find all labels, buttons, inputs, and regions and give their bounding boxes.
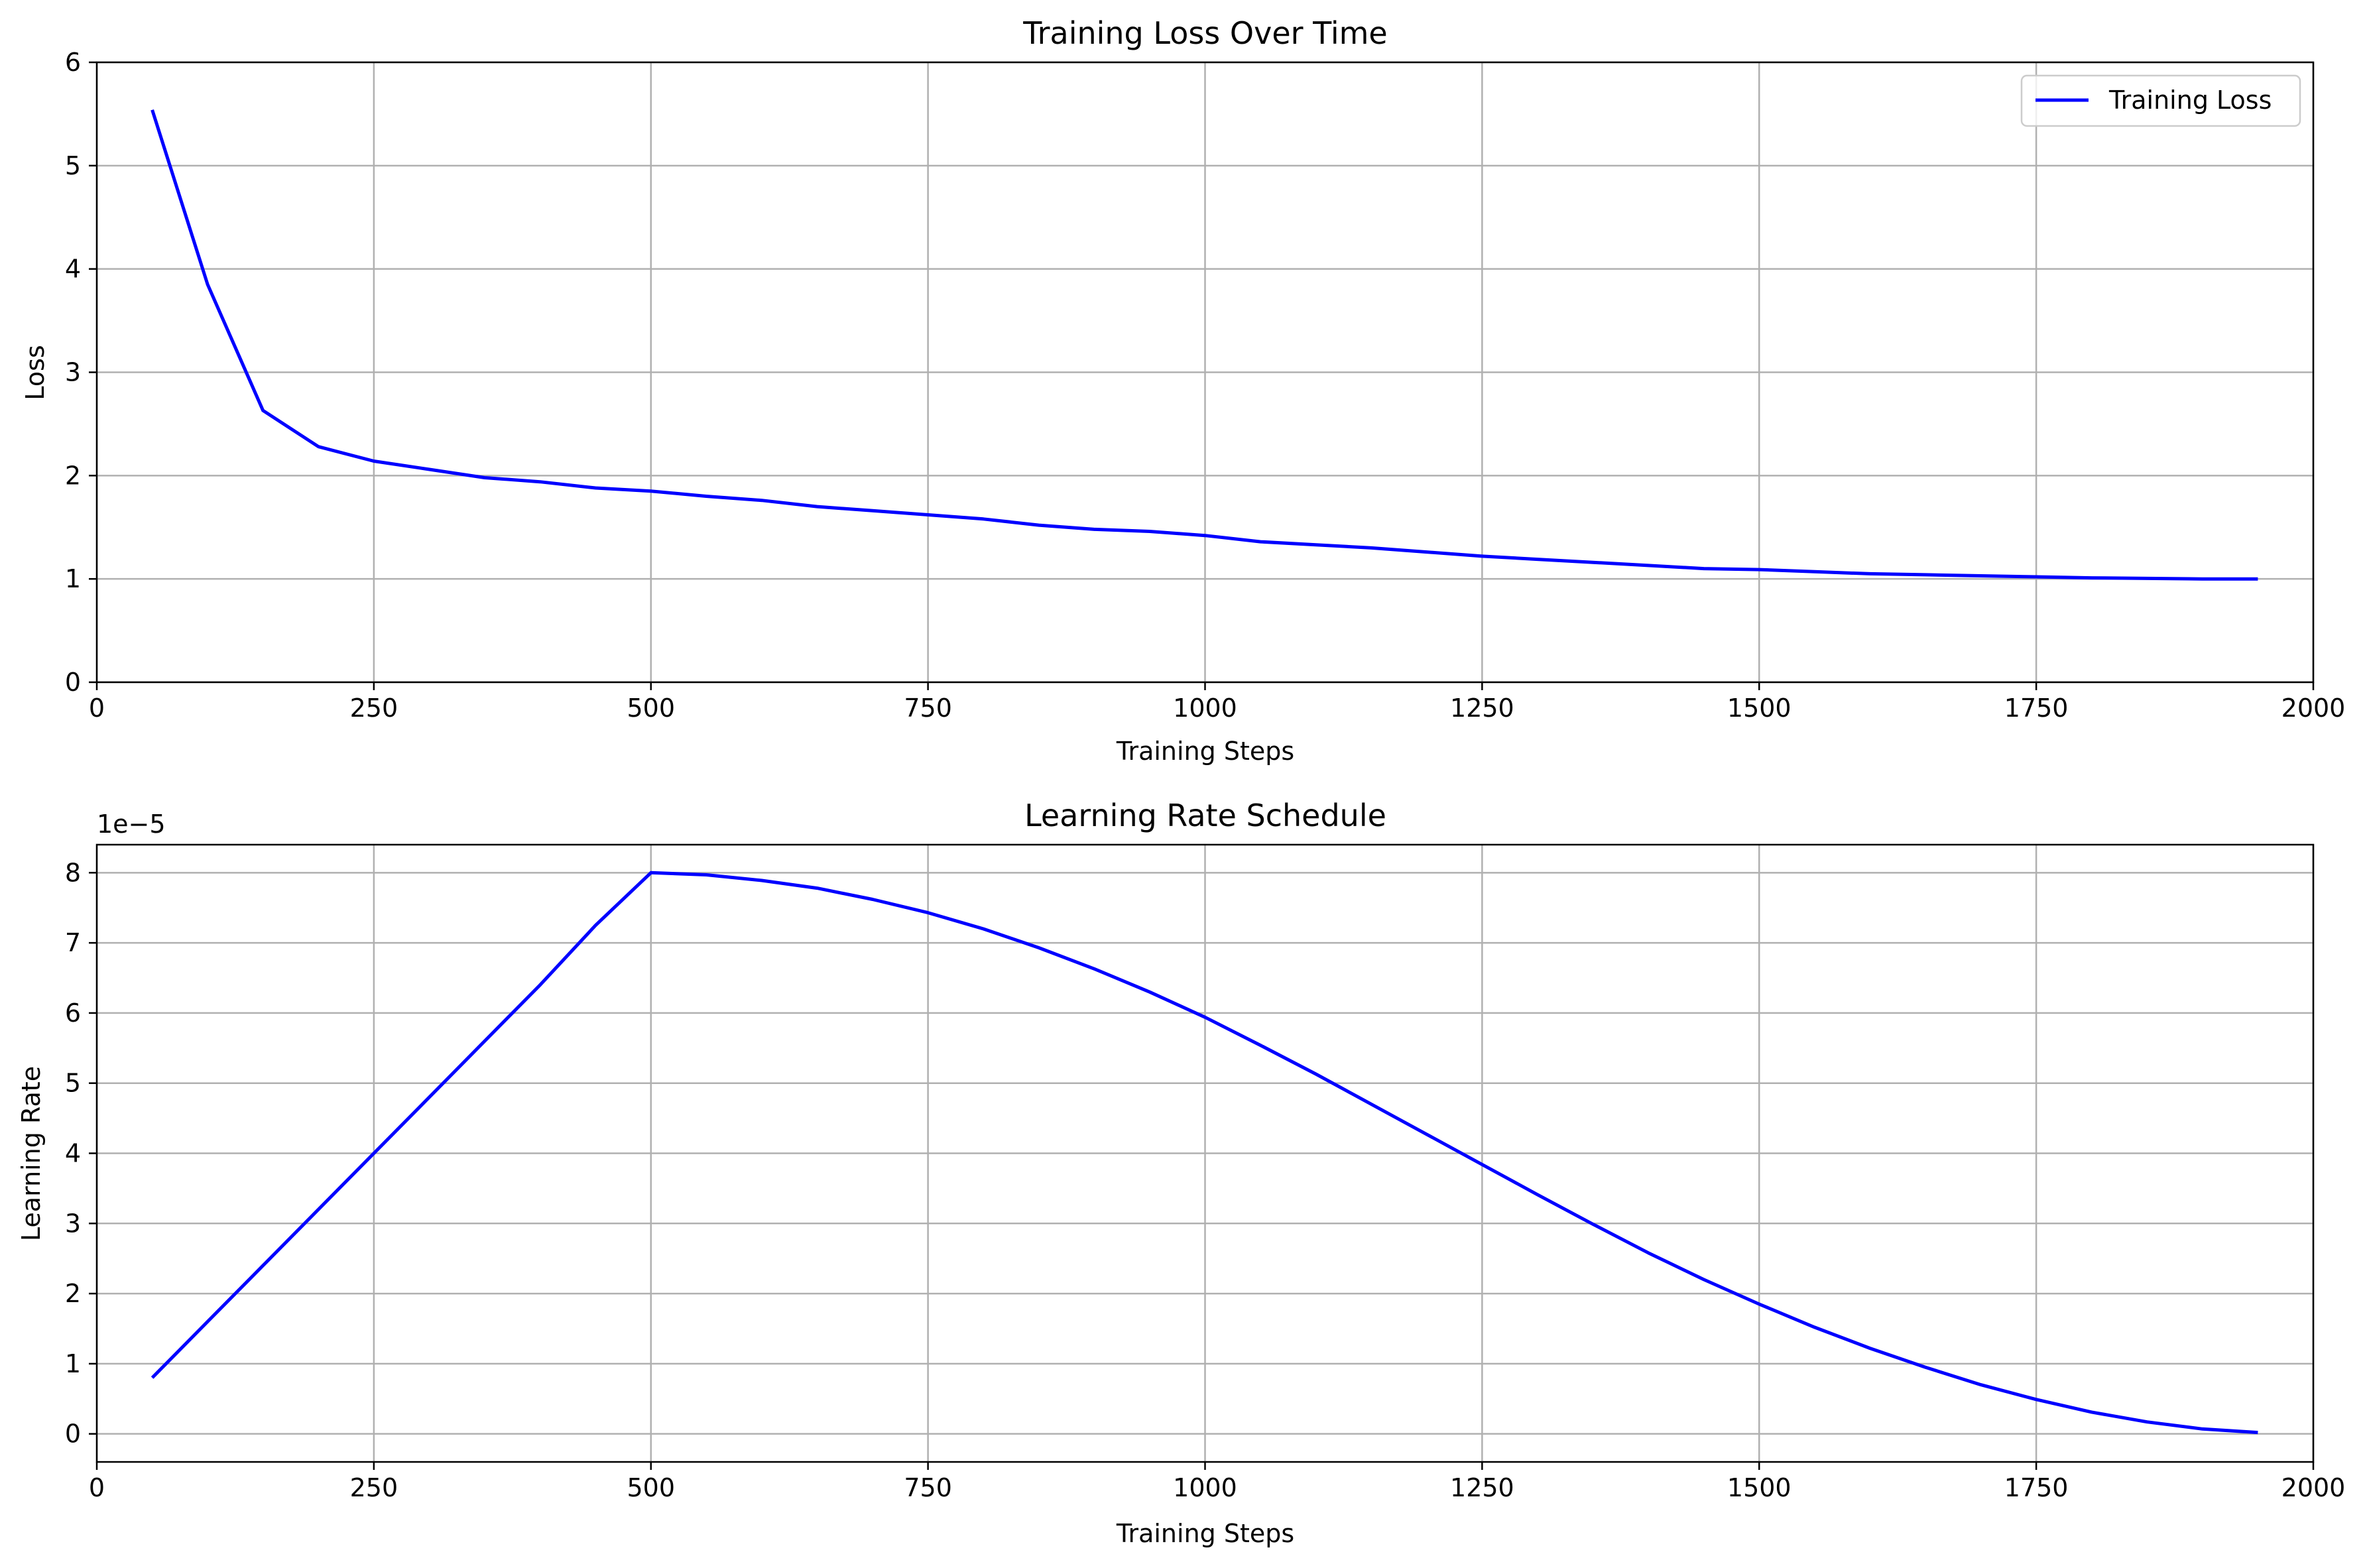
loss-x-axis-label: Training Steps bbox=[1116, 737, 1294, 766]
lr-x-tick-label: 500 bbox=[627, 1473, 675, 1502]
lr-x-tick-label: 0 bbox=[89, 1473, 105, 1502]
loss-x-tick-label: 2000 bbox=[2281, 694, 2346, 723]
lr-y-tick-label: 2 bbox=[65, 1279, 81, 1308]
loss-x-tick-label: 0 bbox=[89, 694, 105, 723]
loss-y-tick-label: 5 bbox=[65, 151, 81, 180]
loss-chart-title: Training Loss Over Time bbox=[1022, 15, 1387, 51]
lr-y-tick-label: 4 bbox=[65, 1139, 81, 1168]
lr-x-tick-label: 1000 bbox=[1173, 1473, 1237, 1502]
lr-offset-text: 1e−5 bbox=[97, 810, 166, 839]
lr-x-tick-label: 1250 bbox=[1450, 1473, 1514, 1502]
loss-y-tick-label: 4 bbox=[65, 255, 81, 284]
loss-x-tick-label: 1250 bbox=[1450, 694, 1514, 723]
lr-x-tick-label: 750 bbox=[904, 1473, 952, 1502]
loss-y-tick-label: 1 bbox=[65, 564, 81, 593]
loss-x-tick-label: 1750 bbox=[2004, 694, 2069, 723]
loss-x-tick-label: 1500 bbox=[1727, 694, 1791, 723]
lr-y-axis-label: Learning Rate bbox=[17, 1066, 46, 1241]
loss-y-tick-label: 3 bbox=[65, 358, 81, 387]
loss-x-tick-label: 1000 bbox=[1173, 694, 1237, 723]
loss-x-tick-label: 750 bbox=[904, 694, 952, 723]
lr-y-tick-label: 6 bbox=[65, 998, 81, 1028]
lr-x-axis-label: Training Steps bbox=[1116, 1519, 1294, 1548]
lr-x-tick-label: 2000 bbox=[2281, 1473, 2346, 1502]
lr-y-tick-label: 1 bbox=[65, 1349, 81, 1378]
lr-chart-title: Learning Rate Schedule bbox=[1024, 798, 1386, 833]
loss-x-tick-label: 500 bbox=[627, 694, 675, 723]
loss-y-tick-label: 6 bbox=[65, 48, 81, 77]
loss-x-tick-label: 250 bbox=[350, 694, 398, 723]
lr-y-tick-label: 8 bbox=[65, 858, 81, 887]
lr-y-tick-label: 3 bbox=[65, 1209, 81, 1238]
lr-x-tick-label: 1500 bbox=[1727, 1473, 1791, 1502]
lr-y-tick-label: 5 bbox=[65, 1069, 81, 1098]
loss-y-tick-label: 0 bbox=[65, 668, 81, 697]
loss-legend: Training Loss bbox=[2022, 76, 2300, 126]
lr-y-tick-label: 0 bbox=[65, 1419, 81, 1449]
lr-x-tick-label: 1750 bbox=[2004, 1473, 2069, 1502]
loss-y-axis-label: Loss bbox=[21, 345, 50, 400]
lr-y-tick-label: 7 bbox=[65, 928, 81, 957]
legend-label: Training Loss bbox=[2108, 86, 2272, 115]
lr-x-tick-label: 250 bbox=[350, 1473, 398, 1502]
loss-y-tick-label: 2 bbox=[65, 461, 81, 490]
